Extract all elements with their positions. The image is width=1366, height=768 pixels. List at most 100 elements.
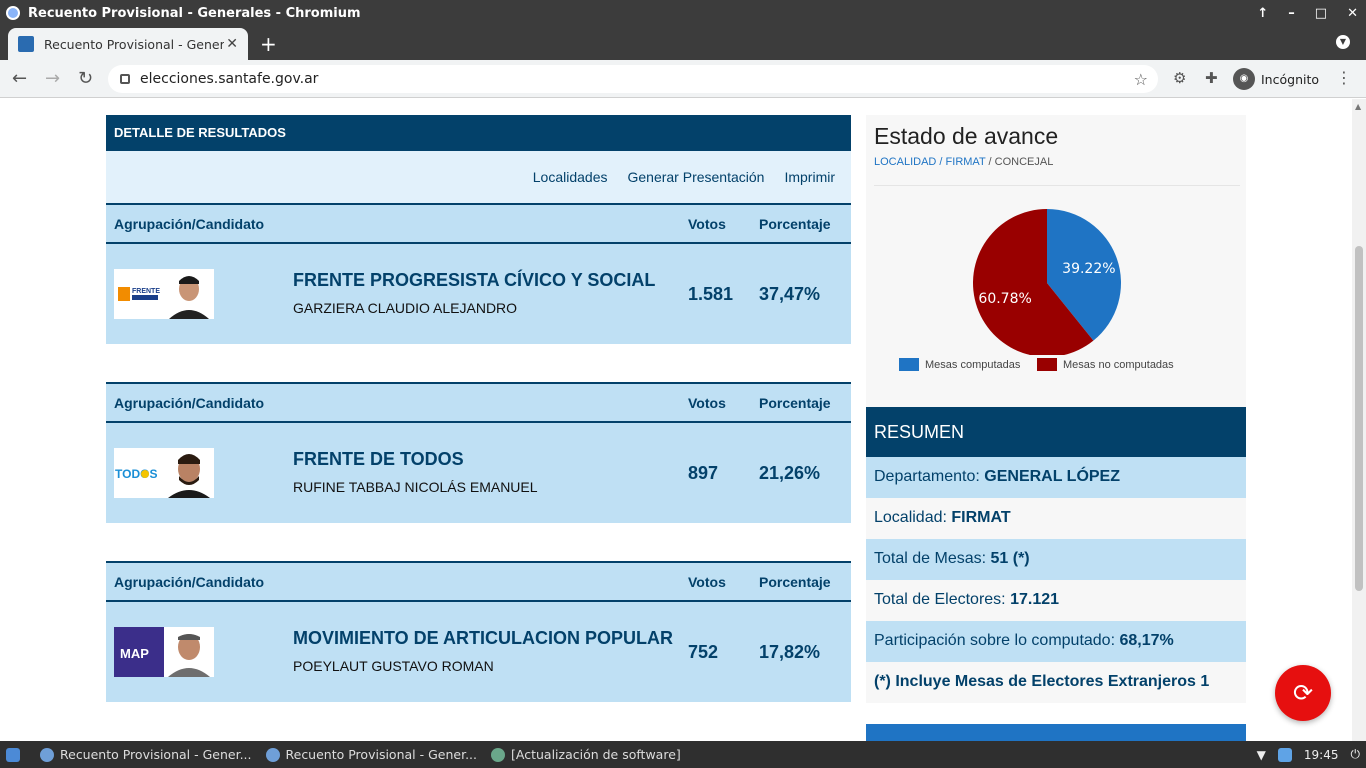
start-menu-icon[interactable] xyxy=(6,747,20,762)
summary-value: (*) Incluye Mesas de Electores Extranjer… xyxy=(874,673,1210,690)
legend-no-computadas: Mesas no computadas xyxy=(1037,358,1174,371)
column-percentage: Porcentaje xyxy=(759,395,831,411)
browser-tab[interactable]: Recuento Provisional - Generales ✕ xyxy=(8,28,248,60)
refresh-button[interactable]: ⟳ xyxy=(1275,665,1331,721)
divider xyxy=(874,185,1240,186)
result-row: MAP MOVIMIENTO DE ARTICULACION POPULAR P… xyxy=(106,602,851,702)
close-window-button[interactable]: ✕ xyxy=(1347,5,1358,21)
notifications-icon[interactable] xyxy=(1277,747,1292,762)
system-tray: ▼ 19:45 ⏻ xyxy=(1257,741,1360,768)
pie-slice-1 xyxy=(973,209,1094,355)
detail-header: DETALLE DE RESULTADOS xyxy=(106,115,851,151)
result-row: TODOS FRENTE DE TODOS RUFINE TABBAJ NICO… xyxy=(106,423,851,523)
result-table-header: Agrupación/Candidato Votos Porcentaje xyxy=(106,382,851,423)
pie-label-0: 39.22% xyxy=(1062,261,1115,277)
progress-pie-chart: 39.22% 60.78% xyxy=(973,209,1121,355)
site-favicon-icon xyxy=(18,36,34,52)
forward-arrow-icon[interactable]: → xyxy=(45,68,61,89)
party-logo-text: FRENTE xyxy=(132,288,160,295)
summary-value: 17.121 xyxy=(1010,591,1060,608)
party-logo-text: MAP xyxy=(120,646,149,661)
incognito-indicator[interactable]: ◉ Incógnito xyxy=(1233,66,1319,92)
generar-presentacion-link[interactable]: Generar Presentación xyxy=(627,169,765,185)
candidate-name: RUFINE TABBAJ NICOLÁS EMANUEL xyxy=(293,479,538,495)
tab-strip: Recuento Provisional - Generales ✕ + ▼ xyxy=(0,26,1366,60)
legend-swatch xyxy=(1037,358,1057,371)
votes-value: 752 xyxy=(688,642,719,662)
party-logo: MAP xyxy=(114,627,164,677)
window-title: Recuento Provisional - Generales - Chrom… xyxy=(28,5,361,21)
maximize-button[interactable]: □ xyxy=(1314,5,1328,21)
localidades-link[interactable]: Localidades xyxy=(532,169,608,185)
chromium-icon xyxy=(40,747,54,762)
back-arrow-icon[interactable]: ← xyxy=(12,68,28,89)
party-logo: TODOS xyxy=(114,448,164,498)
summary-value: FIRMAT xyxy=(951,509,1011,526)
reload-icon[interactable]: ↻ xyxy=(78,68,94,89)
column-group: Agrupación/Candidato xyxy=(114,395,265,411)
summary-total-mesas: Total de Mesas: 51 (*) xyxy=(866,539,1246,580)
incognito-label: Incógnito xyxy=(1261,71,1320,87)
candidate-photo-graphic xyxy=(164,448,214,498)
clock[interactable]: 19:45 xyxy=(1303,747,1339,762)
tab-search-icon[interactable]: ▼ xyxy=(1336,35,1350,49)
taskbar-task[interactable]: Recuento Provisional - Gener... xyxy=(36,741,256,768)
window-titlebar: Recuento Provisional - Generales - Chrom… xyxy=(0,0,1366,26)
taskbar-task[interactable]: Recuento Provisional - Gener... xyxy=(262,741,482,768)
summary-value: 51 (*) xyxy=(990,550,1030,567)
browser-menu-icon[interactable]: ⋮ xyxy=(1336,68,1352,87)
extensions-puzzle-icon[interactable]: ✚ xyxy=(1205,69,1218,87)
taskbar-task[interactable]: [Actualización de software] xyxy=(487,741,685,768)
task-label: Recuento Provisional - Gener... xyxy=(60,747,252,762)
incognito-icon: ◉ xyxy=(1233,68,1255,90)
breadcrumb: LOCALIDAD / FIRMAT / CONCEJAL xyxy=(874,156,1053,168)
wifi-icon[interactable]: ▼ xyxy=(1256,747,1266,762)
summary-footnote: (*) Incluye Mesas de Electores Extranjer… xyxy=(866,662,1246,703)
party-logo: FRENTE xyxy=(114,269,164,319)
result-row: FRENTE FRENTE PROGRESISTA CÍVICO Y SOCIA… xyxy=(106,244,851,344)
bookmark-star-icon[interactable]: ☆ xyxy=(1133,69,1148,89)
candidate-photo xyxy=(164,627,214,677)
tab-close-icon[interactable]: ✕ xyxy=(226,36,238,52)
candidate-name: GARZIERA CLAUDIO ALEJANDRO xyxy=(293,300,518,316)
column-percentage: Porcentaje xyxy=(759,574,831,590)
scroll-up-icon[interactable]: ▲ xyxy=(1355,102,1362,111)
detail-links: Localidades Generar Presentación Imprimi… xyxy=(106,151,851,203)
candidate-photo xyxy=(164,448,214,498)
imprimir-link[interactable]: Imprimir xyxy=(784,169,835,185)
column-percentage: Porcentaje xyxy=(759,216,831,232)
column-group: Agrupación/Candidato xyxy=(114,216,265,232)
new-tab-button[interactable]: + xyxy=(260,32,277,56)
column-votes: Votos xyxy=(688,216,726,232)
extension-gear-icon[interactable]: ⚙ xyxy=(1173,69,1187,87)
votes-value: 1.581 xyxy=(688,284,734,304)
pie-label-1: 60.78% xyxy=(978,291,1031,307)
chromium-icon xyxy=(6,6,20,20)
candidate-photo-graphic xyxy=(164,627,214,677)
summary-label: Total de Mesas: xyxy=(874,550,991,567)
column-votes: Votos xyxy=(688,395,726,411)
pie-slice-0 xyxy=(1047,209,1121,341)
lock-icon[interactable] xyxy=(120,74,130,84)
power-icon[interactable]: ⏻ xyxy=(1350,747,1361,761)
summary-label: Participación sobre lo computado: xyxy=(874,632,1120,649)
percentage-value: 21,26% xyxy=(759,463,821,483)
result-block: Agrupación/Candidato Votos Porcentaje MA… xyxy=(106,561,851,702)
os-taskbar: Recuento Provisional - Gener... Recuento… xyxy=(0,741,1366,768)
scrollbar-thumb[interactable] xyxy=(1355,246,1363,591)
page-scrollbar[interactable]: ▲ xyxy=(1352,99,1366,741)
percentage-value: 17,82% xyxy=(759,642,821,662)
breadcrumb-localidad[interactable]: LOCALIDAD xyxy=(874,156,937,168)
address-bar[interactable]: elecciones.santafe.gov.ar ☆ xyxy=(108,65,1158,93)
summary-label: Localidad: xyxy=(874,509,952,526)
party-name: MOVIMIENTO DE ARTICULACION POPULAR xyxy=(293,628,674,648)
breadcrumb-firmat[interactable]: FIRMAT xyxy=(945,156,986,168)
progress-title: Estado de avance xyxy=(874,123,1059,149)
progress-panel: Estado de avance LOCALIDAD / FIRMAT / CO… xyxy=(866,115,1246,407)
minimize-button[interactable]: – xyxy=(1288,5,1295,21)
breadcrumb-separator: / xyxy=(939,156,943,168)
maximize-up-icon[interactable]: ↑ xyxy=(1257,5,1269,21)
party-logo-text: TODOS xyxy=(115,467,157,481)
summary-participacion: Participación sobre lo computado: 68,17% xyxy=(866,621,1246,662)
breadcrumb-separator: / xyxy=(988,156,992,168)
